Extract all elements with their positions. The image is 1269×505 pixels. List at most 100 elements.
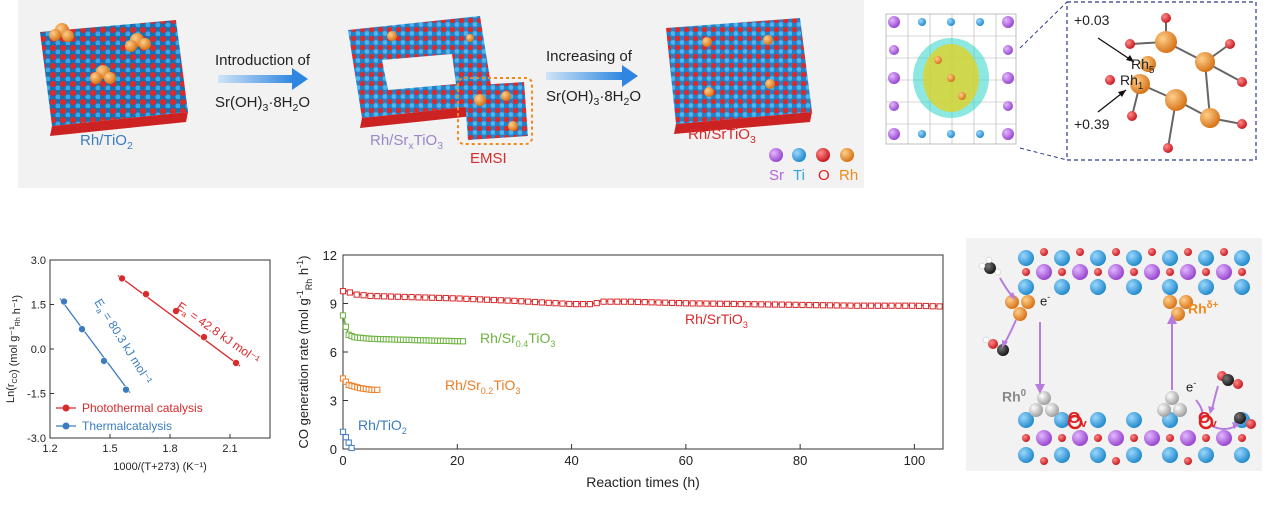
data-point — [394, 293, 401, 300]
data-point — [60, 297, 68, 306]
x-tick-label: 100 — [904, 453, 926, 468]
data-point — [682, 300, 689, 307]
data-point — [778, 301, 785, 308]
y-tick-label: -3.0 — [27, 433, 46, 445]
oxygen-vacancy-left — [1067, 414, 1083, 430]
data-point — [422, 294, 429, 301]
fit-line-1 — [59, 298, 131, 394]
data-point — [922, 302, 929, 310]
data-point — [929, 303, 936, 310]
legend-sr: Sr — [769, 167, 784, 184]
legend-o: O — [818, 167, 830, 184]
data-point — [675, 299, 683, 307]
x-tick-label: 80 — [793, 453, 807, 468]
y-axis-label: CO generation rate (mol g-1Rh h-1) — [295, 255, 314, 448]
data-point — [826, 302, 833, 309]
data-point — [662, 299, 669, 306]
data-point — [456, 295, 463, 302]
data-point — [566, 300, 573, 308]
data-point — [895, 302, 902, 309]
data-point — [915, 302, 923, 309]
data-point — [346, 289, 353, 296]
data-point — [118, 274, 126, 283]
electron-label-bottom: e- — [1186, 378, 1197, 395]
data-point — [792, 301, 799, 308]
data-point — [374, 293, 381, 300]
data-point — [531, 298, 539, 306]
data-point — [142, 290, 150, 298]
data-point — [497, 297, 504, 304]
y-tick-label: 9 — [330, 297, 337, 312]
data-point — [840, 302, 847, 309]
data-point — [342, 323, 349, 330]
rh-tio2-structure — [40, 20, 188, 136]
data-point — [459, 338, 467, 345]
data-point — [621, 298, 628, 305]
data-point — [429, 294, 436, 301]
data-point — [78, 325, 86, 333]
label-ov-right: Ov — [1198, 410, 1217, 431]
data-point — [881, 302, 888, 309]
y-tick-label: 6 — [330, 345, 337, 360]
step1-reagent: Sr(OH)3·8H2O — [215, 94, 311, 114]
label-emsi: EMSI — [470, 150, 507, 167]
x-tick-label: 40 — [564, 453, 578, 468]
data-point — [381, 293, 388, 300]
data-point — [669, 299, 676, 307]
legend-ti: Ti — [793, 167, 805, 184]
data-point — [710, 300, 717, 307]
data-point — [367, 292, 374, 300]
data-point — [360, 292, 367, 299]
series-label-1: Rh/Sr0.4TiO3 — [480, 330, 555, 349]
data-point — [435, 294, 443, 302]
data-point — [806, 301, 813, 309]
y-tick-label: 3 — [330, 394, 337, 409]
data-point — [348, 444, 355, 452]
zoom-connectors — [1019, 1, 1257, 161]
step1-text: Introduction of — [215, 52, 311, 69]
charge-top: +0.03 — [1074, 12, 1110, 28]
data-point — [696, 300, 703, 307]
data-point — [483, 296, 491, 303]
data-point — [854, 302, 861, 309]
legend-marker-0 — [62, 404, 70, 412]
oxygen-vacancy-right — [1198, 414, 1214, 430]
data-point — [600, 298, 607, 305]
y-tick-label: 0 — [330, 442, 337, 457]
y-tick-label: 3.0 — [31, 255, 46, 267]
data-point — [573, 301, 580, 308]
data-point — [525, 298, 532, 305]
data-point — [833, 302, 840, 309]
data-point — [172, 307, 180, 315]
fit-line-0 — [117, 274, 241, 367]
data-point — [345, 439, 352, 446]
data-point — [463, 295, 470, 302]
rh-srxtio3-structure — [348, 16, 533, 145]
y-tick-label: 12 — [323, 248, 337, 263]
data-point — [477, 296, 484, 303]
legend-rh: Rh — [839, 167, 859, 184]
data-point — [730, 300, 737, 308]
synthesis-arrow-1 — [218, 68, 308, 90]
data-point — [122, 385, 130, 394]
data-point — [100, 357, 108, 365]
data-point — [765, 301, 772, 308]
label-rh-srxtio3: Rh/SrxTiO3 — [370, 132, 444, 152]
data-point — [374, 386, 381, 393]
step2-reagent: Sr(OH)3·8H2O — [546, 88, 642, 108]
data-point — [339, 288, 347, 295]
data-point — [819, 302, 827, 309]
data-point — [627, 298, 635, 305]
data-point — [342, 434, 349, 441]
data-point — [874, 302, 881, 309]
data-point — [771, 301, 779, 308]
data-point — [888, 302, 895, 309]
data-point — [641, 299, 648, 306]
label-rh-tio2: Rh/TiO2 — [80, 132, 133, 152]
data-point — [339, 428, 347, 435]
data-point — [200, 333, 208, 341]
data-point — [442, 295, 449, 302]
data-point — [723, 300, 731, 307]
data-point — [579, 301, 587, 308]
